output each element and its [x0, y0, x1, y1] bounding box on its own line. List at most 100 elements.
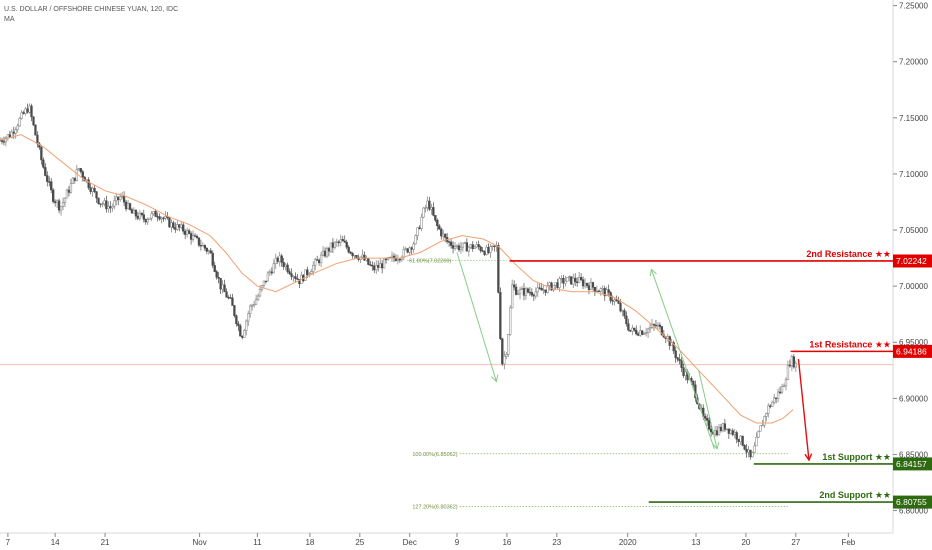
candle-body — [674, 350, 677, 358]
candle-body — [497, 244, 500, 293]
candle-body — [629, 329, 632, 332]
candle-body — [233, 305, 236, 317]
candle-body — [739, 435, 742, 442]
candle-body — [154, 211, 157, 217]
candle-body — [790, 356, 794, 366]
candle-body — [581, 279, 585, 287]
candle-body — [713, 430, 717, 435]
arrow-shaft — [797, 359, 810, 461]
candle-body — [132, 209, 136, 214]
y-tick-label: 7.10000 — [899, 170, 928, 179]
candle-body — [534, 291, 537, 297]
candle-body — [243, 330, 246, 338]
candle-body — [572, 277, 575, 285]
candle-body — [455, 245, 459, 247]
resistance-level-label: 2nd Resistance ★★ — [806, 249, 891, 259]
candle-body — [36, 134, 39, 145]
candle-body — [170, 222, 173, 228]
candle-body — [505, 354, 508, 357]
candle-body — [451, 245, 455, 249]
candle-body — [199, 244, 203, 247]
candle-body — [2, 141, 6, 143]
candle-body — [607, 289, 610, 293]
candle-body — [749, 449, 752, 458]
price-tag-value: 6.80755 — [896, 497, 927, 507]
y-tick-label: 6.90000 — [899, 394, 928, 403]
candle-body — [185, 230, 189, 235]
candle-body — [306, 269, 309, 275]
candle-body — [312, 264, 315, 272]
candle-body — [258, 288, 262, 297]
candle-body — [727, 428, 730, 434]
candle-body — [241, 335, 244, 338]
candle-body — [34, 124, 37, 136]
candle-body — [331, 242, 335, 248]
candle-body — [577, 277, 581, 283]
candle-body — [511, 284, 514, 309]
candle-body — [193, 235, 197, 237]
candle-body — [69, 183, 73, 193]
candle-body — [126, 203, 130, 210]
candle-body — [436, 220, 439, 227]
x-tick-label: 16 — [502, 538, 511, 547]
candle-body — [623, 310, 626, 317]
arrow-shaft — [456, 252, 497, 382]
candle-body — [79, 168, 82, 172]
candle-body — [719, 426, 723, 431]
candle-body — [516, 293, 520, 295]
candle-body — [67, 189, 71, 193]
candle-body — [162, 217, 165, 220]
candle-body — [349, 251, 352, 254]
candle-body — [786, 364, 790, 380]
candle-body — [20, 112, 23, 119]
candle-body — [247, 313, 250, 322]
candle-body — [605, 289, 608, 297]
candle-body — [723, 423, 727, 430]
candle-body — [18, 118, 21, 127]
candle-body — [579, 277, 583, 281]
candle-body — [633, 327, 636, 331]
candle-body — [144, 219, 147, 223]
candle-body — [773, 397, 776, 403]
candle-body — [731, 430, 734, 435]
candle-body — [91, 188, 94, 192]
candle-body — [333, 242, 337, 248]
x-tick-label: 7 — [6, 538, 11, 547]
candle-body — [245, 320, 248, 332]
candle-body — [483, 251, 486, 255]
candle-body — [709, 428, 713, 433]
candle-body — [717, 426, 721, 436]
y-tick-label: 7.25000 — [899, 2, 928, 11]
candle-body — [384, 258, 388, 261]
candle-body — [284, 264, 287, 267]
candle-body — [229, 297, 232, 299]
candle-body — [12, 131, 15, 134]
candle-body — [335, 241, 338, 243]
candle-body — [292, 276, 295, 278]
fib-level-label: 61.80%(7.02269) — [409, 259, 451, 265]
candle-body — [355, 255, 358, 259]
candle-body — [14, 129, 17, 134]
candle-body — [119, 196, 122, 200]
candle-body — [211, 252, 214, 266]
candle-body — [341, 239, 344, 242]
candle-body — [434, 215, 437, 221]
candle-body — [172, 222, 175, 228]
candle-body — [617, 300, 620, 304]
candle-body — [499, 292, 502, 340]
candle-body — [197, 237, 201, 246]
candle-body — [587, 285, 591, 290]
candle-body — [111, 205, 114, 209]
candle-body — [737, 438, 740, 442]
candle-body — [276, 257, 279, 262]
candle-body — [203, 245, 207, 249]
candle-body — [50, 181, 53, 191]
candle-body — [743, 445, 746, 450]
candle-body — [353, 255, 356, 257]
candle-body — [136, 215, 140, 219]
candle-body — [741, 435, 744, 446]
candle-body — [747, 449, 750, 453]
candle-body — [308, 273, 311, 275]
candle-body — [373, 265, 376, 271]
